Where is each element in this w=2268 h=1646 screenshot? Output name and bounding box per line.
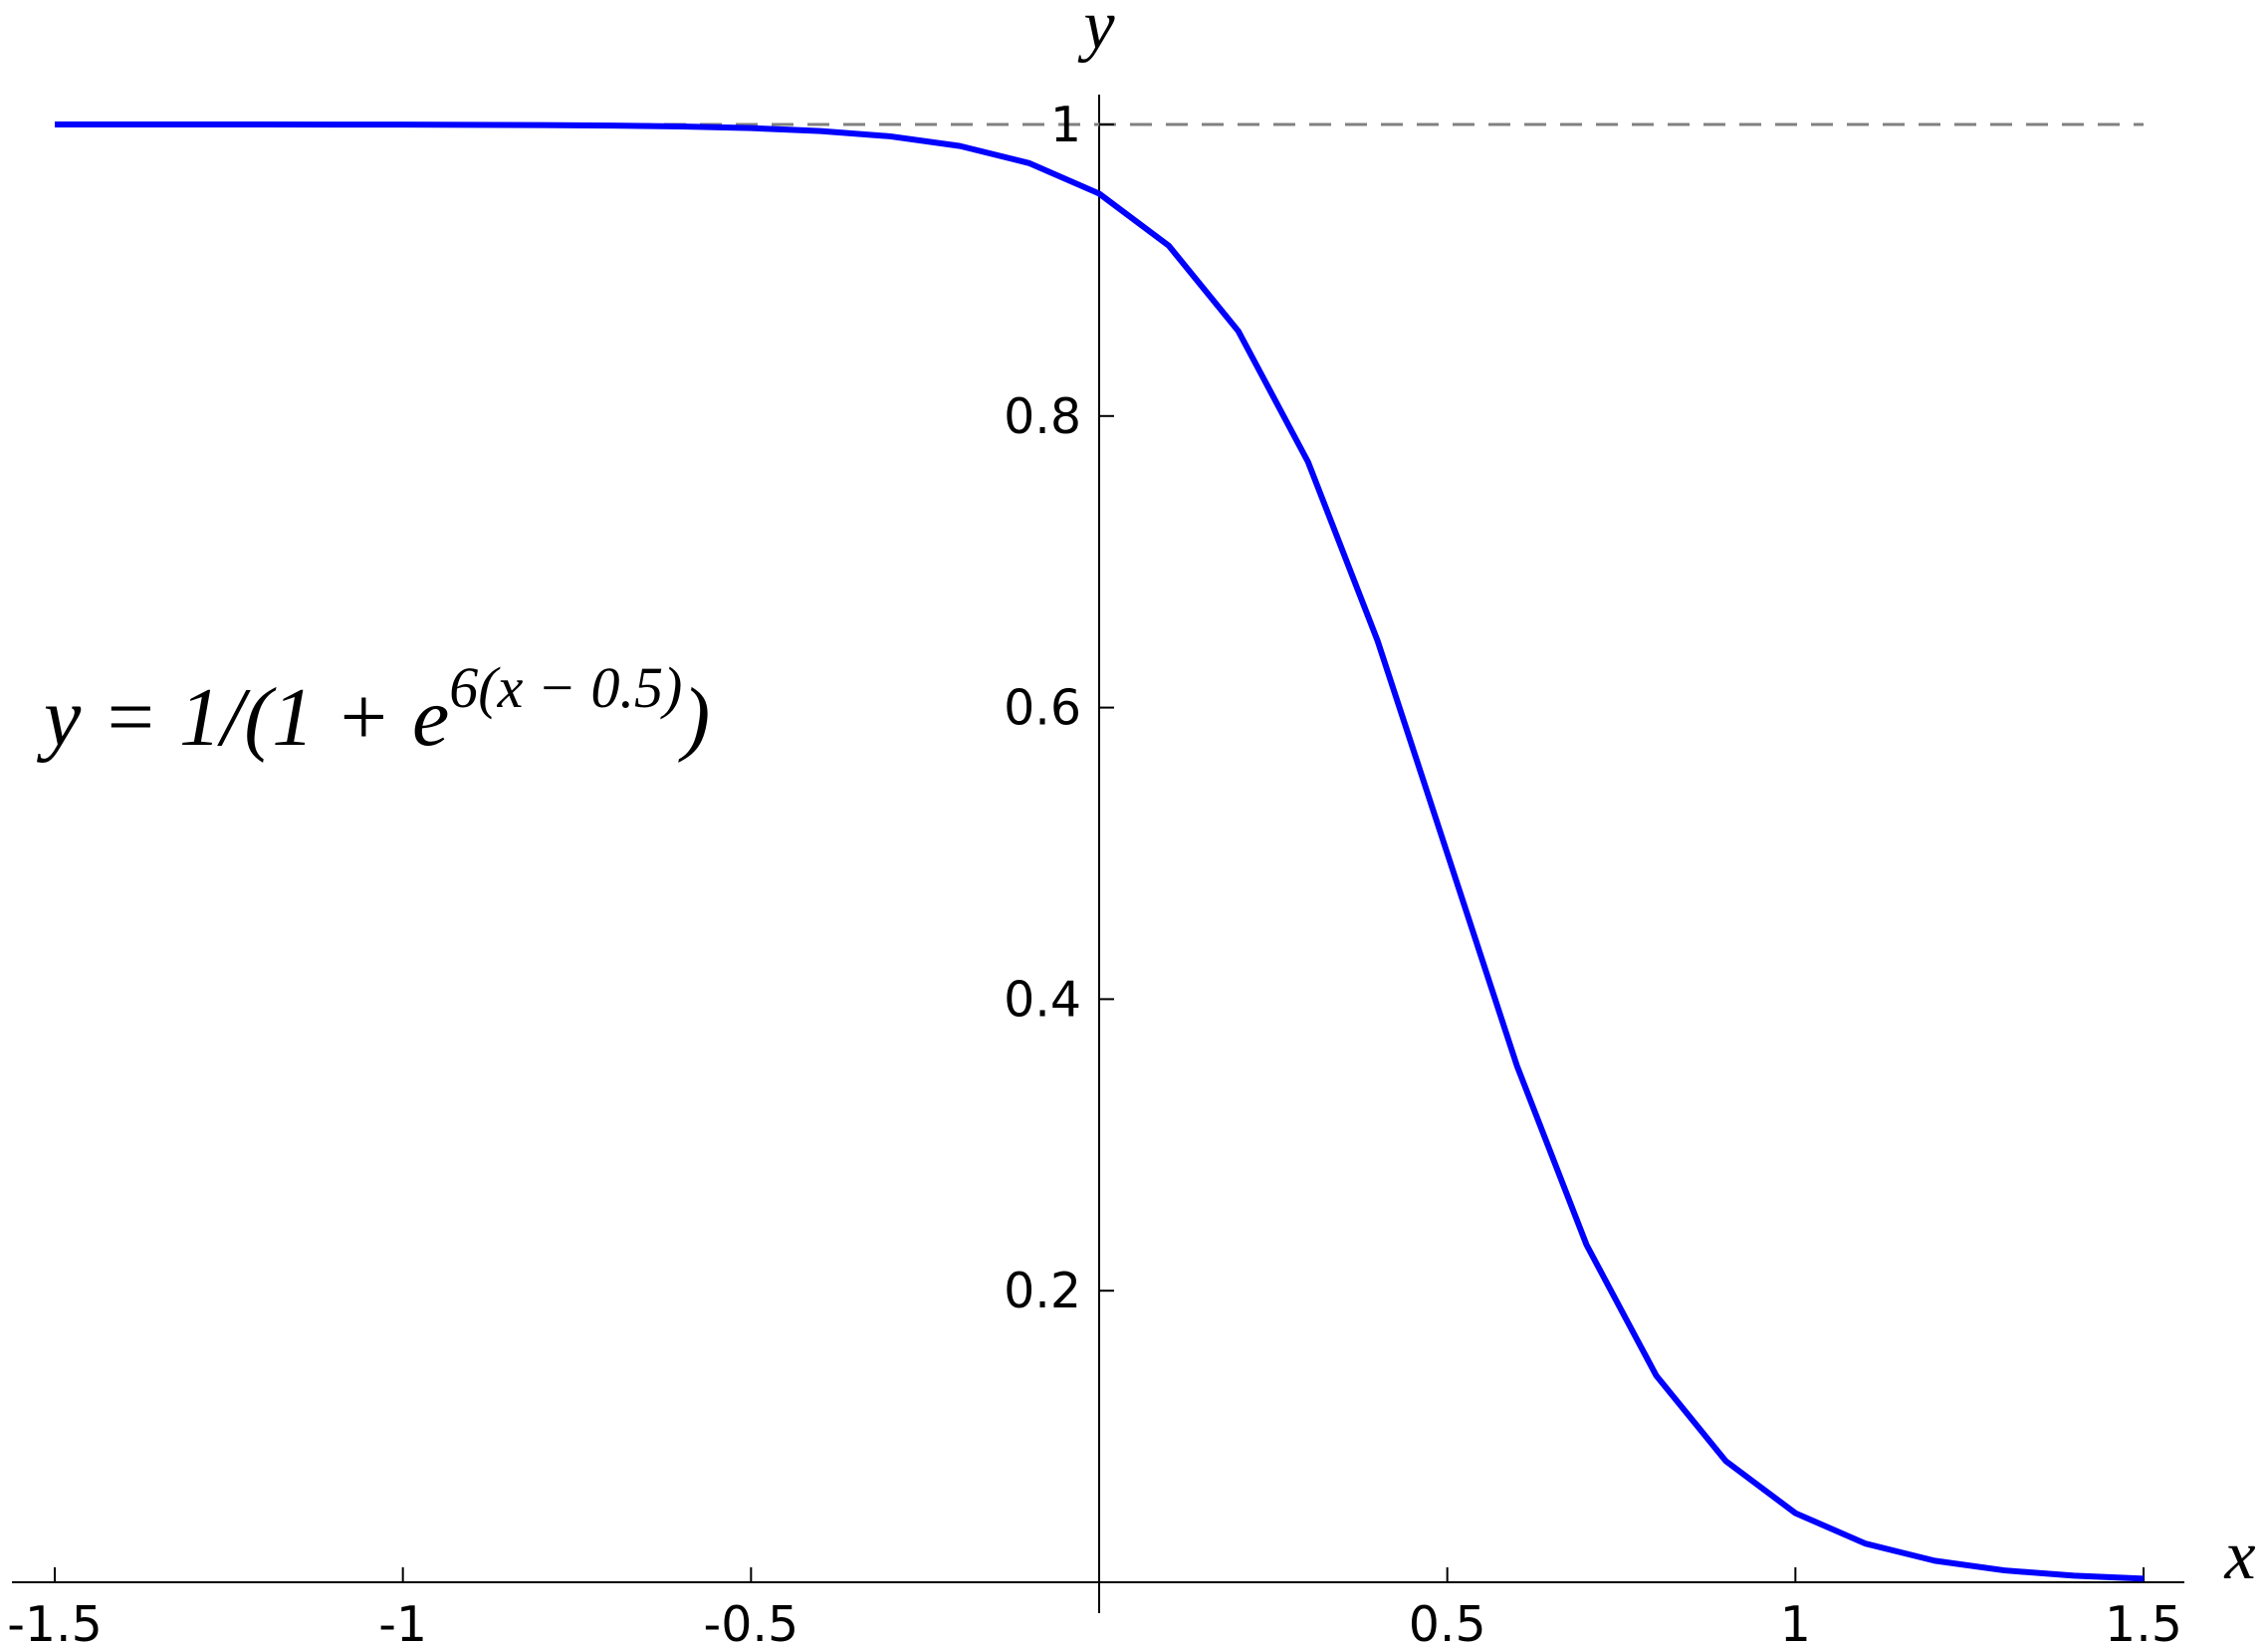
y-tick-label: 0.6 [1004, 680, 1081, 737]
annotation-close: ) [678, 671, 710, 764]
y-tick-label: 1 [1050, 97, 1081, 153]
x-tick-label: -0.5 [704, 1596, 799, 1646]
y-tick-label: 0.8 [1004, 388, 1081, 445]
annotation: y = 1/(1 + e6(x − 0.5)) [36, 655, 710, 764]
x-tick-label: -1.5 [7, 1596, 103, 1646]
y-tick-label: 0.4 [1004, 971, 1081, 1028]
x-tick-label: 1.5 [2105, 1596, 2182, 1646]
x-tick-label: 0.5 [1409, 1596, 1486, 1646]
annotation-base: y = 1/(1 + e [36, 671, 449, 764]
annotation-exponent: 6(x − 0.5) [449, 655, 682, 720]
x-tick-label: 1 [1780, 1596, 1811, 1646]
x-tick-label: -1 [378, 1596, 427, 1646]
y-axis-label: y [1077, 0, 1115, 64]
curve [55, 121, 2145, 1582]
y-tick-label: 0.2 [1004, 1263, 1081, 1319]
x-axis-label: x [2223, 1518, 2255, 1594]
